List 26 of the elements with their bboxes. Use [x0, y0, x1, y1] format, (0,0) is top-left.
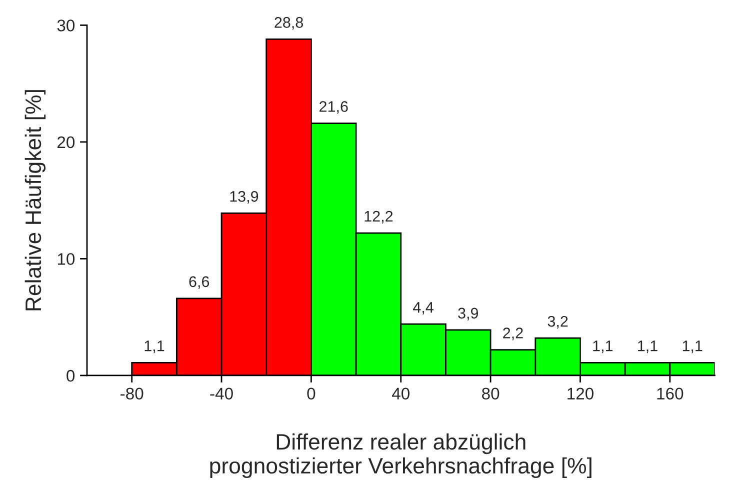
y-tick-label: 10 — [58, 253, 75, 265]
data-label: 3,9 — [458, 308, 478, 320]
x-tick-label: -40 — [210, 388, 233, 400]
data-label: 1,1 — [144, 340, 164, 354]
x-axis-title: Differenz realer abzüglich prognostizierter Verkehrsnachfrage [%] — [210, 433, 592, 478]
y-tick-label: 20 — [57, 136, 75, 148]
x-tick-label: 0 — [307, 388, 316, 400]
y-tick-label: 0 — [66, 370, 75, 382]
data-label: 6,6 — [189, 276, 210, 289]
x-tick-label: 160 — [657, 388, 684, 400]
data-label: 1,1 — [682, 340, 702, 354]
data-label: 1,1 — [638, 340, 658, 354]
y-axis-title: Relative Häufigkeit [%] — [24, 90, 46, 310]
data-label: 21,6 — [320, 101, 348, 114]
data-label: 4,4 — [413, 302, 434, 315]
data-label: 13,9 — [230, 191, 258, 204]
x-tick-label: 80 — [482, 388, 500, 400]
data-label: 3,2 — [548, 316, 568, 329]
data-label: 2,2 — [503, 328, 523, 340]
x-tick-label: 40 — [392, 388, 410, 400]
data-label: 12,2 — [364, 210, 393, 224]
x-tick-label: -80 — [120, 388, 144, 400]
data-label: 1,1 — [593, 340, 613, 354]
x-tick-label: 120 — [568, 388, 594, 400]
data-label: 28,8 — [274, 17, 303, 30]
y-tick-label: 30 — [57, 20, 75, 32]
